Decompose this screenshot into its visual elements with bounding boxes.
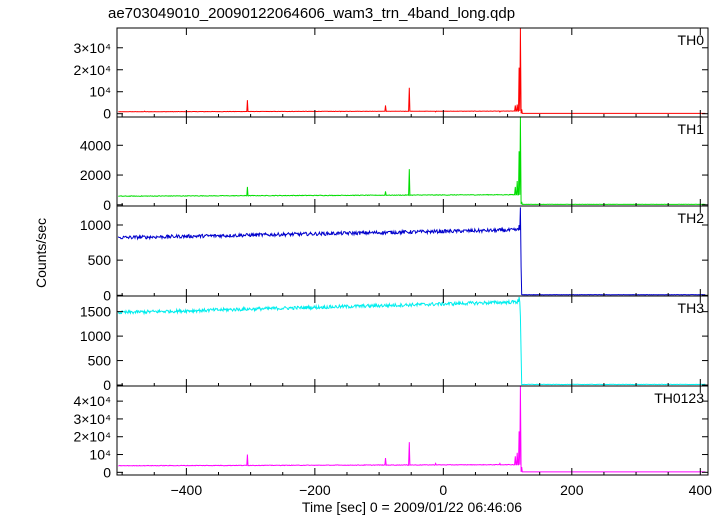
y-axis-label: Counts/sec: [33, 218, 49, 288]
x-tick-label: −200: [299, 482, 331, 498]
panel-frame: [116, 27, 709, 118]
panel-label-th2: TH2: [678, 210, 705, 226]
chart-title: ae703049010_20090122064606_wam3_trn_4ban…: [108, 5, 515, 22]
panel-frame: [116, 205, 709, 297]
y-tick-label: 1000: [80, 217, 111, 233]
x-axis-label: Time [sec] 0 = 2009/01/22 06:46:06: [302, 499, 522, 515]
y-tick-label: 500: [88, 353, 112, 369]
series-line-th0123: [118, 385, 706, 473]
panel-frame: [116, 385, 709, 476]
y-tick-label: 1500: [80, 304, 111, 320]
y-tick-label: 4×10⁴: [73, 393, 111, 409]
x-tick-label: 200: [560, 482, 584, 498]
y-tick-label: 0: [103, 464, 111, 480]
series-line-th0: [118, 27, 706, 114]
panel-frame: [116, 295, 709, 387]
y-tick-label: 3×10⁴: [73, 411, 111, 427]
panel-label-th3: TH3: [678, 300, 705, 316]
x-tick-label: 400: [689, 482, 713, 498]
series-line-th2: [117, 207, 706, 296]
y-tick-label: 500: [88, 252, 112, 268]
y-tick-label: 3×10⁴: [73, 40, 111, 56]
panel-frame: [116, 116, 709, 207]
y-tick-label: 2×10⁴: [73, 429, 111, 445]
x-tick-label: 0: [439, 482, 447, 498]
y-tick-label: 4000: [80, 137, 111, 153]
y-tick-label: 1000: [80, 328, 111, 344]
y-tick-label: 0: [103, 287, 111, 303]
y-tick-label: 2000: [80, 167, 111, 183]
series-line-th1: [118, 116, 706, 205]
y-tick-label: 2×10⁴: [73, 62, 111, 78]
series-line-th3: [117, 296, 706, 386]
panel-label-th0123: TH0123: [654, 390, 704, 406]
y-tick-label: 0: [103, 377, 111, 393]
y-tick-label: 0: [103, 106, 111, 122]
x-tick-label: −400: [171, 482, 203, 498]
y-tick-label: 10⁴: [89, 84, 111, 100]
panel-label-th0: TH0: [678, 32, 705, 48]
y-tick-label: 0: [103, 197, 111, 213]
panel-label-th1: TH1: [678, 121, 705, 137]
y-tick-label: 10⁴: [89, 447, 111, 463]
